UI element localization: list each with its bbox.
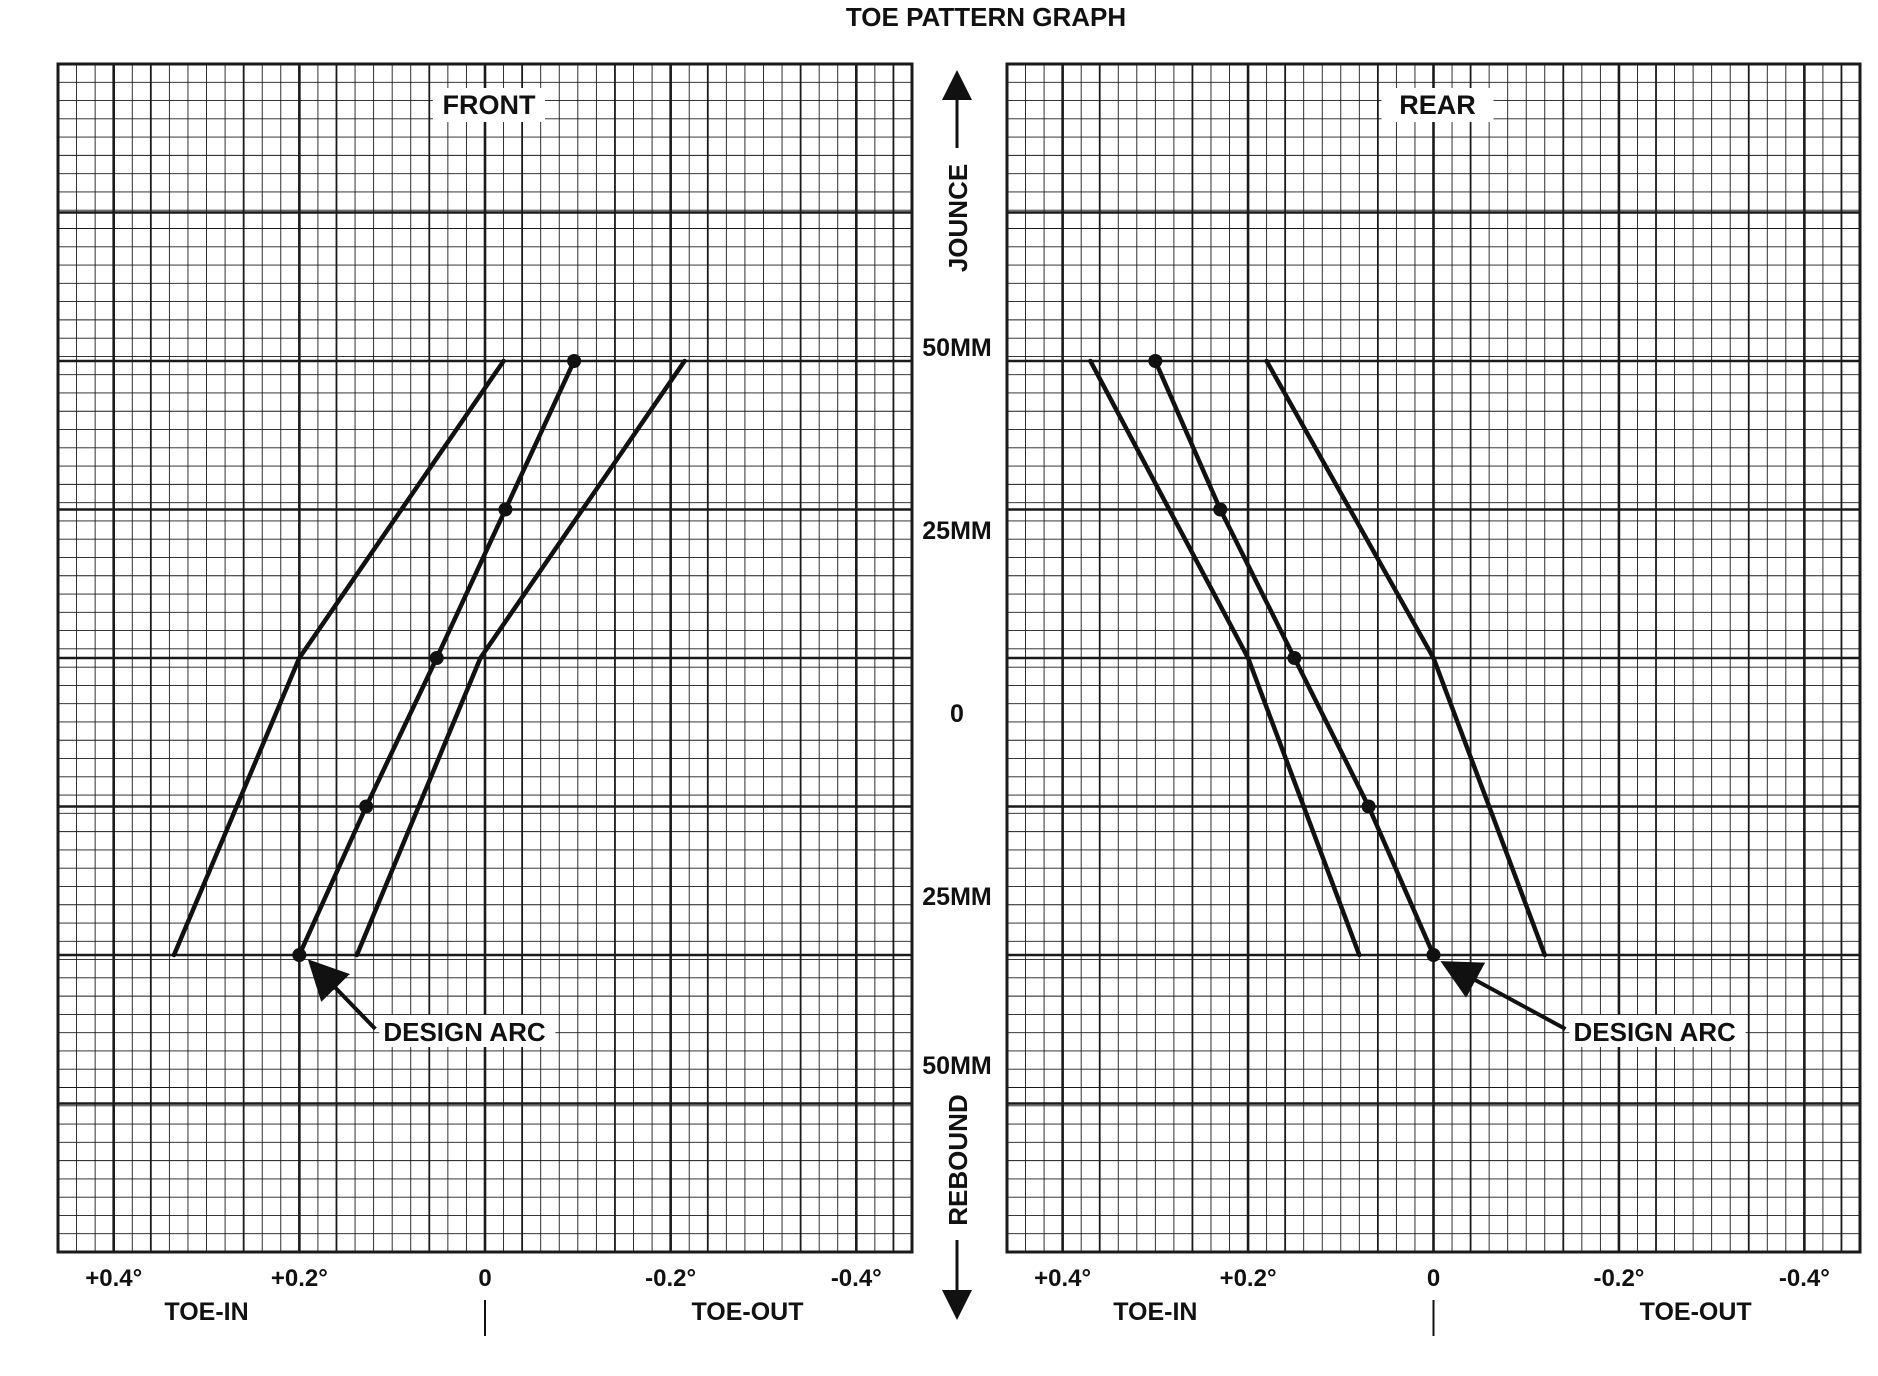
front-grid bbox=[56, 62, 914, 1254]
front-x-tick-label: -0.4° bbox=[831, 1265, 882, 1292]
rebound-label: REBOUND bbox=[943, 1094, 973, 1225]
rear-x-tick-label: -0.4° bbox=[1779, 1265, 1830, 1292]
rear-plot-border bbox=[1005, 62, 1862, 1254]
front-design-arc-label: DESIGN ARC bbox=[383, 1017, 545, 1047]
front-title-bg bbox=[433, 88, 545, 122]
rear-series-1-line bbox=[1088, 358, 1362, 958]
front-toe-out-label: TOE-OUT bbox=[691, 1298, 803, 1326]
rear-series-2-point bbox=[1426, 948, 1441, 962]
rear-design-arc-label: DESIGN ARC bbox=[1574, 1017, 1736, 1047]
y-tick-label-jounce-25: 25MM bbox=[922, 517, 991, 545]
rear-series-2-point bbox=[1361, 799, 1376, 814]
front-design-arc-arrow bbox=[307, 959, 377, 1031]
page-title: TOE PATTERN GRAPH bbox=[846, 2, 1126, 32]
rear-x-tick-label: 0 bbox=[1427, 1265, 1440, 1292]
rear-toe-in-label: TOE-IN bbox=[1113, 1298, 1197, 1326]
jounce-label: JOUNCE bbox=[943, 164, 973, 272]
front-series-2-point bbox=[429, 651, 444, 665]
rear-toe-out-label: TOE-OUT bbox=[1640, 1298, 1752, 1326]
rear-series-2-point bbox=[1148, 354, 1163, 368]
front-series-2-point bbox=[498, 502, 513, 517]
front-series-1-line bbox=[171, 358, 506, 958]
rear-x-tick-label: +0.4° bbox=[1034, 1265, 1091, 1292]
rear-panel-title: REAR bbox=[1399, 90, 1476, 120]
front-annotation-bg bbox=[379, 1015, 556, 1047]
front-x-tick-label: 0 bbox=[478, 1265, 491, 1292]
front-panel-title: FRONT bbox=[443, 90, 536, 120]
y-tick-label-jounce-50: 50MM bbox=[922, 334, 991, 362]
rear-series-2-point bbox=[1213, 502, 1228, 517]
front-series-3-line bbox=[354, 358, 687, 958]
front-toe-in-label: TOE-IN bbox=[164, 1298, 248, 1326]
center-axis: JOUNCE REBOUND 50MM 25MM 0 25MM 50MM bbox=[922, 70, 992, 1320]
y-tick-label-zero: 0 bbox=[950, 700, 964, 728]
front-series-2-point bbox=[567, 354, 582, 368]
rear-panel: REAR DESIGN ARC +0.4° +0.2° 0 -0.2° -0.4° TOE-I… bbox=[1005, 62, 1862, 1336]
rear-title-bg bbox=[1381, 88, 1494, 122]
front-panel: FRONT DESIGN ARC +0.4° +0.2° 0 -0.2° -0.4° TOE-… bbox=[56, 62, 914, 1336]
front-plot-border bbox=[56, 62, 914, 1254]
rear-series-3-line bbox=[1264, 358, 1548, 958]
front-series-2-point bbox=[359, 799, 374, 814]
front-x-tick-label: +0.2° bbox=[271, 1265, 328, 1292]
rear-series-2-point bbox=[1287, 651, 1302, 665]
y-tick-label-rebound-25: 25MM bbox=[922, 883, 991, 911]
rear-annotation-bg bbox=[1569, 1015, 1746, 1047]
front-x-tick-label: -0.2° bbox=[645, 1265, 696, 1292]
rear-design-arc-arrow bbox=[1440, 961, 1567, 1031]
rear-x-tick-label: -0.2° bbox=[1593, 1265, 1644, 1292]
rear-grid bbox=[1005, 62, 1862, 1254]
y-tick-label-rebound-50: 50MM bbox=[922, 1052, 991, 1080]
front-x-tick-label: +0.4° bbox=[85, 1265, 142, 1292]
rear-x-tick-label: +0.2° bbox=[1220, 1265, 1277, 1292]
front-series-2-point bbox=[292, 948, 307, 962]
